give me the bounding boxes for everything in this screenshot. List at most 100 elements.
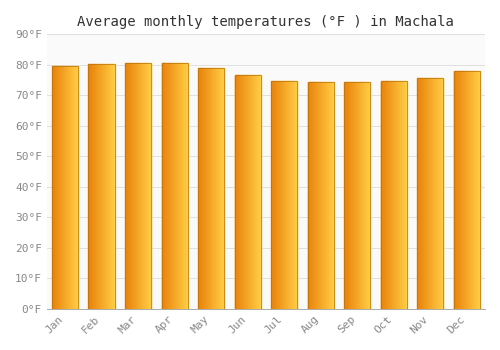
Bar <box>96 64 97 309</box>
Bar <box>216 68 217 309</box>
Bar <box>237 76 238 309</box>
Bar <box>330 82 331 309</box>
Bar <box>282 81 283 309</box>
Bar <box>405 81 406 309</box>
Bar <box>332 82 333 309</box>
Bar <box>206 68 208 309</box>
Bar <box>288 81 289 309</box>
Bar <box>170 63 172 309</box>
Bar <box>176 63 178 309</box>
Bar <box>478 71 480 309</box>
Bar <box>292 81 294 309</box>
Bar <box>401 81 402 309</box>
Bar <box>326 82 328 309</box>
Bar <box>397 81 398 309</box>
Bar <box>389 81 390 309</box>
Bar <box>99 64 100 309</box>
Bar <box>166 63 167 309</box>
Bar <box>61 66 62 309</box>
Bar <box>462 71 463 309</box>
Bar <box>238 76 239 309</box>
Bar <box>313 82 314 309</box>
Bar <box>57 66 58 309</box>
Bar <box>322 82 324 309</box>
Bar <box>183 63 184 309</box>
Bar <box>112 64 113 309</box>
Bar <box>440 78 441 309</box>
Bar <box>465 71 466 309</box>
Bar <box>318 82 320 309</box>
Bar <box>320 82 322 309</box>
Bar <box>72 66 73 309</box>
Bar <box>172 63 174 309</box>
Bar <box>388 81 389 309</box>
Bar <box>240 76 241 309</box>
Bar <box>241 76 242 309</box>
Bar <box>403 81 404 309</box>
Bar <box>278 81 279 309</box>
Bar <box>363 82 364 309</box>
Bar <box>425 78 426 309</box>
Bar <box>382 81 383 309</box>
Bar <box>104 64 105 309</box>
Bar <box>106 64 107 309</box>
Bar <box>180 63 182 309</box>
Bar <box>344 82 346 309</box>
Bar <box>204 68 206 309</box>
Bar <box>94 64 95 309</box>
Bar <box>355 82 356 309</box>
Bar <box>426 78 427 309</box>
Bar <box>348 82 350 309</box>
Bar <box>207 68 208 309</box>
Bar <box>463 71 464 309</box>
Bar <box>125 63 152 309</box>
Bar <box>205 68 206 309</box>
Bar <box>244 76 245 309</box>
Bar <box>308 82 309 309</box>
Bar <box>234 76 235 309</box>
Bar <box>256 76 257 309</box>
Bar <box>208 68 209 309</box>
Bar <box>454 71 455 309</box>
Bar <box>65 66 66 309</box>
Bar <box>251 76 252 309</box>
Bar <box>275 81 276 309</box>
Bar <box>317 82 318 309</box>
Bar <box>138 63 139 309</box>
Bar <box>368 82 369 309</box>
Bar <box>167 63 168 309</box>
Bar <box>402 81 403 309</box>
Bar <box>67 66 68 309</box>
Bar <box>114 64 115 309</box>
Bar <box>385 81 386 309</box>
Bar <box>70 66 71 309</box>
Bar <box>432 78 433 309</box>
Bar <box>56 66 58 309</box>
Bar <box>391 81 392 309</box>
Bar <box>95 64 96 309</box>
Bar <box>360 82 361 309</box>
Bar <box>386 81 387 309</box>
Bar <box>253 76 254 309</box>
Bar <box>424 78 425 309</box>
Bar <box>324 82 326 309</box>
Bar <box>246 76 247 309</box>
Bar <box>219 68 220 309</box>
Bar <box>163 63 164 309</box>
Bar <box>142 63 144 309</box>
Bar <box>329 82 330 309</box>
Bar <box>461 71 462 309</box>
Bar <box>429 78 430 309</box>
Bar <box>427 78 428 309</box>
Bar <box>113 64 114 309</box>
Bar <box>130 63 131 309</box>
Bar <box>100 64 101 309</box>
Bar <box>292 81 293 309</box>
Bar <box>132 63 133 309</box>
Bar <box>454 71 480 309</box>
Bar <box>439 78 440 309</box>
Bar <box>110 64 111 309</box>
Bar <box>88 64 115 309</box>
Bar <box>92 64 93 309</box>
Bar <box>254 76 255 309</box>
